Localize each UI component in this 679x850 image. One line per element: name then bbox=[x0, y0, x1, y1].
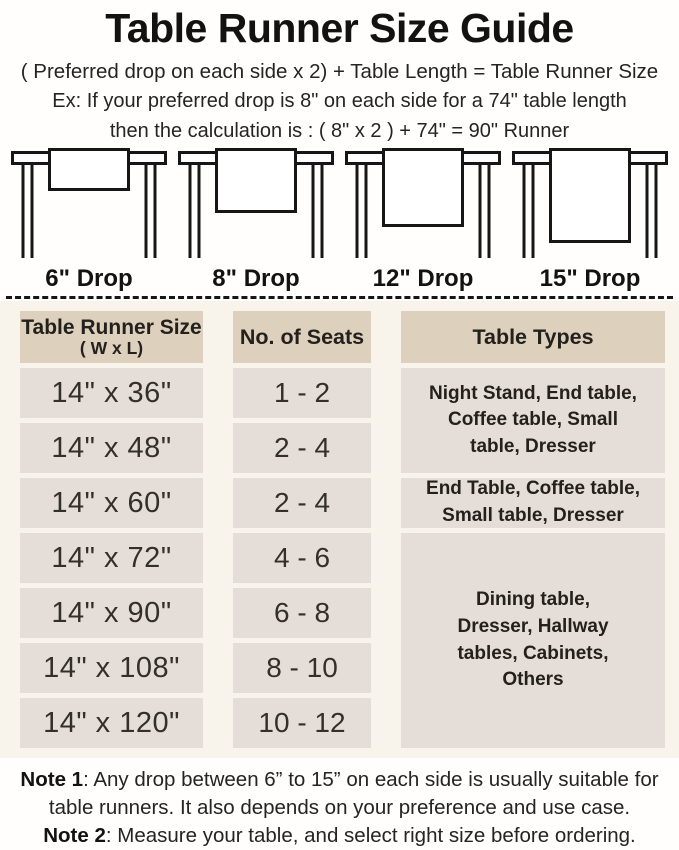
seats-cell: 2 - 4 bbox=[233, 478, 371, 528]
size-table: Table Runner Size ( W x L) No. of Seats … bbox=[20, 311, 667, 748]
size-table-section: Table Runner Size ( W x L) No. of Seats … bbox=[0, 301, 679, 758]
note-2-text: : Measure your table, and select right s… bbox=[105, 824, 636, 847]
table-illustration-12-drop: 12" Drop bbox=[342, 147, 504, 293]
seats-cell: 2 - 4 bbox=[233, 423, 371, 473]
drop-label: 12" Drop bbox=[372, 265, 474, 292]
dashed-divider bbox=[6, 296, 673, 299]
drop-label: 15" Drop bbox=[539, 265, 641, 292]
notes: Note 1: Any drop between 6” to 15” on ea… bbox=[0, 758, 679, 850]
seats-cell: 1 - 2 bbox=[233, 368, 371, 418]
table-runner-drawing-icon bbox=[11, 148, 167, 258]
table-illustration-15-drop: 15" Drop bbox=[509, 147, 671, 293]
seats-cell: 4 - 6 bbox=[233, 533, 371, 583]
guide-header: Table Runner Size Guide ( Preferred drop… bbox=[0, 0, 679, 144]
table-illustration-8-drop: 8" Drop bbox=[175, 147, 337, 293]
drop-illustrations: 6" Drop 8" Drop 12" Drop 15" Drop bbox=[0, 144, 679, 293]
note-1-text: : Any drop between 6” to 15” on each sid… bbox=[48, 768, 659, 819]
size-cell: 14" x 120" bbox=[20, 698, 203, 748]
example-line-1: Ex: If your preferred drop is 8" on each… bbox=[52, 90, 627, 112]
example-line-2: then the calculation is : ( 8" x 2 ) + 7… bbox=[109, 120, 570, 142]
table-types-cell: Dining table, Dresser, Hallway tables, C… bbox=[401, 533, 665, 748]
size-cell: 14" x 72" bbox=[20, 533, 203, 583]
table-types-cell: End Table, Coffee table, Small table, Dr… bbox=[401, 478, 665, 528]
drop-label: 6" Drop bbox=[45, 265, 133, 292]
table-illustration-6-drop: 6" Drop bbox=[8, 147, 170, 293]
note-1: Note 1: Any drop between 6” to 15” on ea… bbox=[2, 766, 677, 822]
drop-label: 8" Drop bbox=[212, 265, 300, 292]
note-2-label: Note 2 bbox=[43, 824, 106, 847]
header-no-of-seats: No. of Seats bbox=[233, 311, 371, 363]
seats-cell: 10 - 12 bbox=[233, 698, 371, 748]
seats-cell: 8 - 10 bbox=[233, 643, 371, 693]
size-cell: 14" x 36" bbox=[20, 368, 203, 418]
size-cell: 14" x 48" bbox=[20, 423, 203, 473]
size-cell: 14" x 108" bbox=[20, 643, 203, 693]
table-types-cell: Night Stand, End table, Coffee table, Sm… bbox=[401, 368, 665, 473]
note-2: Note 2: Measure your table, and select r… bbox=[2, 822, 677, 850]
header-table-types: Table Types bbox=[401, 311, 665, 363]
seats-cell: 6 - 8 bbox=[233, 588, 371, 638]
note-1-label: Note 1 bbox=[20, 768, 84, 791]
page-title: Table Runner Size Guide bbox=[105, 5, 574, 51]
size-cell: 14" x 60" bbox=[20, 478, 203, 528]
table-runner-drawing-icon bbox=[178, 148, 334, 258]
size-cell: 14" x 90" bbox=[20, 588, 203, 638]
table-runner-drawing-icon bbox=[512, 148, 668, 258]
formula-text: ( Preferred drop on each side x 2) + Tab… bbox=[20, 60, 659, 83]
header-runner-size: Table Runner Size ( W x L) bbox=[20, 311, 203, 363]
table-runner-drawing-icon bbox=[345, 148, 501, 258]
